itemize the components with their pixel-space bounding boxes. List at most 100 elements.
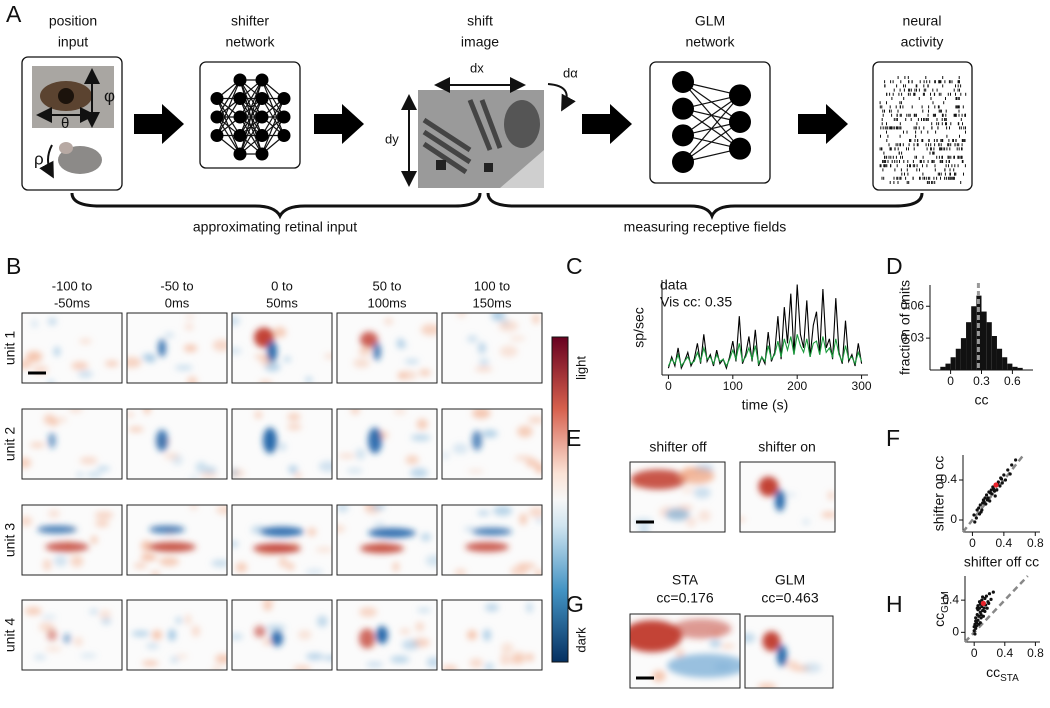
noise-blob: [405, 455, 419, 465]
noise-blob: [22, 516, 33, 527]
map-blobs: [454, 505, 542, 575]
rf-blob: [667, 653, 740, 678]
noise-blob: [105, 360, 119, 367]
noise-blob: [346, 467, 363, 474]
noise-blob: [254, 411, 263, 419]
x-axis-label: shifter off cc: [964, 554, 1039, 570]
point: [983, 496, 987, 500]
map-frame: [441, 599, 543, 671]
connection: [216, 98, 241, 136]
point: [985, 498, 989, 502]
rf-blob: [776, 644, 787, 667]
map-blobs: [442, 409, 542, 474]
connection: [682, 94, 741, 163]
rf-blob: [54, 346, 60, 357]
noise-blob: [293, 665, 312, 670]
rf-blob: [465, 542, 509, 552]
noise-blob: [99, 609, 112, 620]
map-blobs: [232, 525, 332, 575]
bar: [981, 311, 987, 370]
noise-blob: [477, 510, 490, 516]
rf-map: [630, 462, 725, 532]
noise-blob: [467, 335, 478, 343]
column-title: 150ms: [472, 295, 512, 310]
x-tick-label: 100: [723, 379, 743, 393]
rf-blob: [267, 340, 277, 363]
noise-blob: [101, 617, 112, 625]
rf-blob: [158, 339, 166, 357]
noise-blob: [720, 644, 735, 649]
point: [1000, 481, 1004, 485]
node: [729, 84, 751, 107]
rf-map: [745, 616, 833, 688]
legend-label: data: [660, 277, 687, 293]
point: [981, 595, 985, 599]
panel-label: F: [886, 425, 900, 451]
stripe: [422, 117, 472, 153]
brace-label: approximating retinal input: [193, 219, 357, 235]
map-frame: [231, 312, 333, 384]
map-blobs: [457, 313, 540, 372]
brace: [486, 192, 924, 221]
noise-blob: [652, 670, 666, 682]
noise-blob: [31, 319, 38, 328]
point: [977, 614, 981, 618]
node: [277, 129, 291, 142]
network-diagram: [672, 71, 751, 173]
panel-label: C: [566, 253, 583, 279]
rf-blob: [472, 527, 512, 536]
noise-blob: [74, 637, 83, 647]
point: [978, 610, 982, 614]
point: [973, 632, 977, 636]
map-frame: [336, 504, 438, 576]
column-title: 0 to: [271, 278, 293, 293]
rf-map: [442, 313, 542, 383]
noise-blob: [474, 366, 493, 372]
noise-blob: [472, 409, 491, 419]
noise-blob: [127, 357, 142, 368]
noise-blob: [184, 314, 195, 319]
rf-map: [337, 600, 437, 670]
stage-title: network: [225, 34, 275, 50]
map-frame: [629, 613, 741, 689]
network-diagram: [210, 73, 291, 161]
noise-blob: [802, 519, 810, 525]
noise-blob: [484, 663, 494, 670]
rf-blob: [376, 626, 388, 644]
rf-blob: [368, 427, 382, 454]
map-frame: [441, 312, 543, 384]
map-frame: [441, 408, 543, 480]
noise-blob: [827, 491, 835, 500]
map-blobs: [133, 505, 227, 575]
noise-blob: [419, 369, 431, 377]
rf-blob: [762, 631, 781, 652]
noise-blob: [53, 555, 68, 567]
map-blobs: [131, 614, 227, 670]
row-label: unit 2: [2, 427, 18, 461]
point: [985, 606, 989, 610]
point: [1010, 463, 1014, 467]
noise-blob: [48, 509, 60, 518]
noise-blob: [24, 606, 42, 616]
connection: [239, 98, 263, 155]
line: [667, 284, 863, 371]
map-background: [442, 313, 542, 383]
stripes: [422, 99, 503, 175]
stage-box: [872, 61, 973, 191]
noise-blob: [261, 600, 275, 604]
noise-blob: [191, 625, 200, 637]
noise-blob: [175, 654, 188, 659]
noise-blob: [501, 642, 514, 655]
noise-blob: [519, 513, 528, 526]
noise-blob: [517, 562, 536, 570]
rf-map: [232, 505, 332, 575]
arrow: [39, 144, 54, 179]
flow-arrow: [798, 104, 848, 144]
noise-blob: [535, 463, 542, 474]
point: [974, 616, 978, 620]
bar: [945, 363, 951, 370]
x-tick-label: 0: [971, 646, 978, 660]
noise-blob: [359, 607, 378, 617]
map-frame: [126, 599, 228, 671]
